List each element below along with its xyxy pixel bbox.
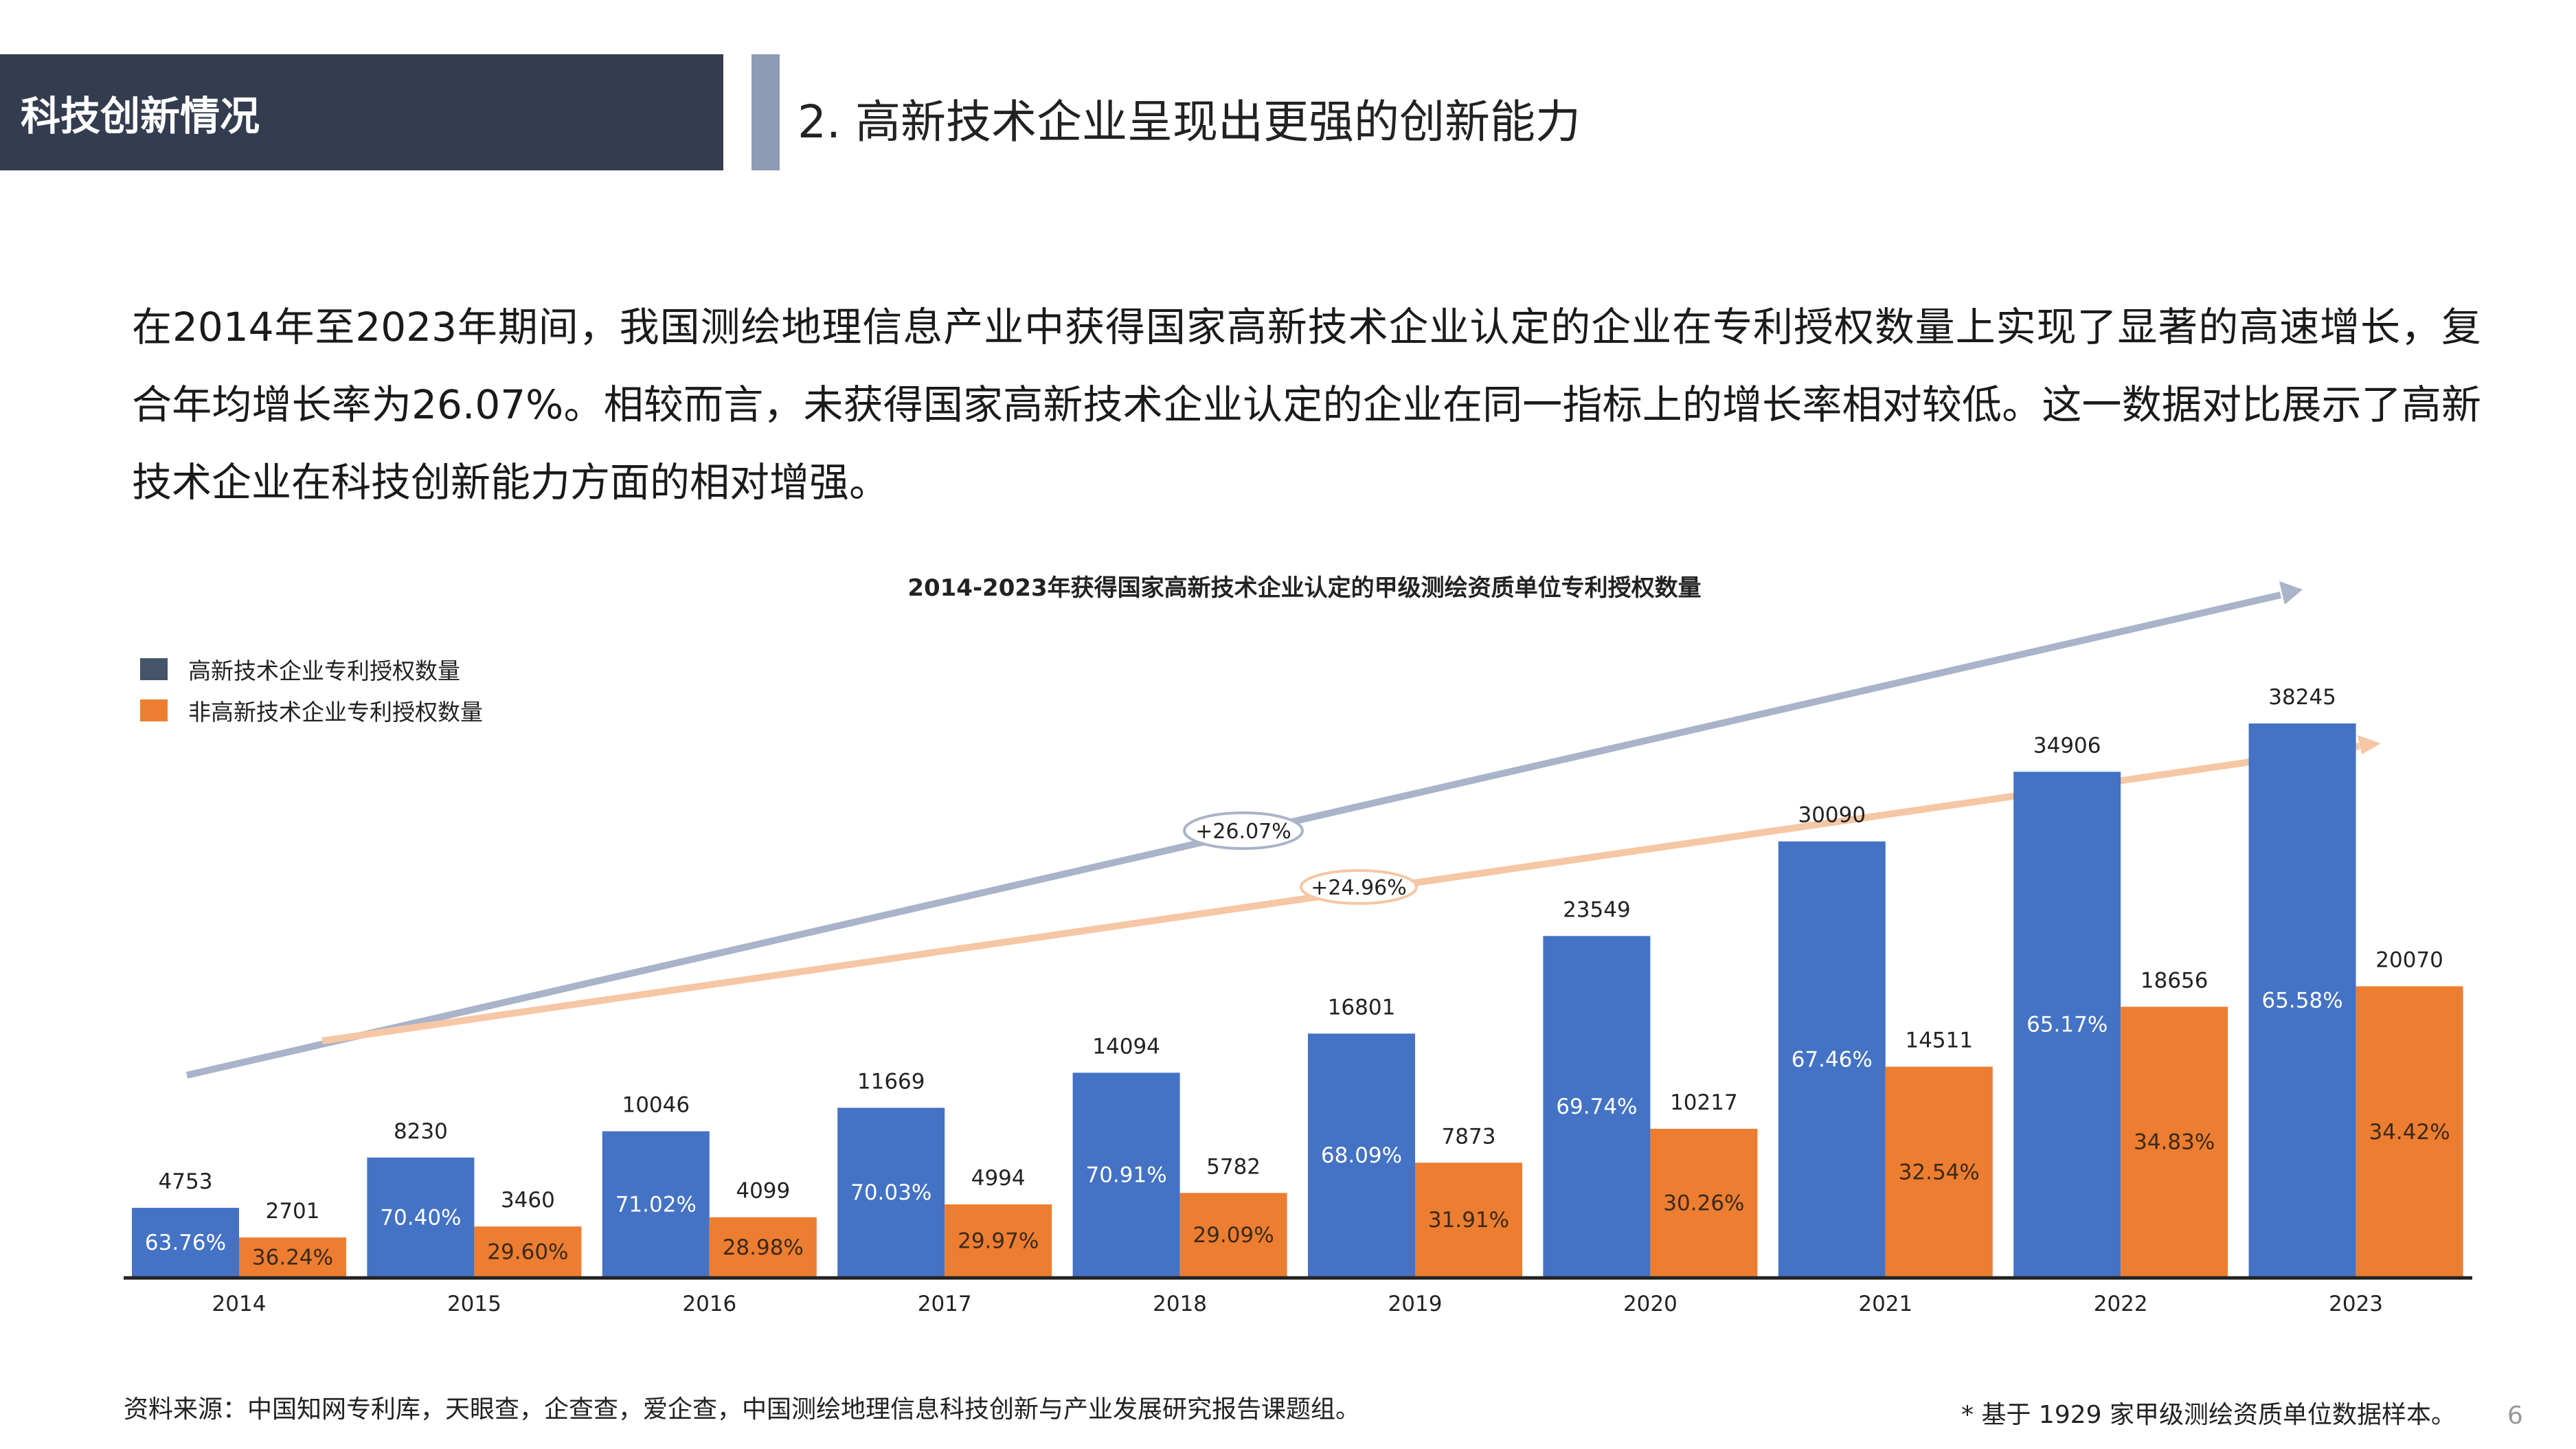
value-label: 10217	[1670, 1090, 1738, 1115]
bar-non-hightech	[2121, 1007, 2228, 1277]
annotation-bubble	[1300, 869, 1418, 905]
share-label: 68.09%	[1321, 1143, 1402, 1168]
annotation-bubble	[1183, 811, 1304, 850]
bar-hightech	[2248, 723, 2356, 1277]
value-label: 2701	[266, 1199, 320, 1224]
bar-non-hightech	[945, 1204, 1052, 1277]
value-label: 5782	[1206, 1154, 1261, 1179]
bar-hightech	[837, 1108, 945, 1277]
bar-non-hightech	[709, 1217, 817, 1277]
legend-label: 高新技术企业专利授权数量	[188, 658, 460, 684]
x-tick-label: 2023	[2329, 1292, 2383, 1316]
value-label: 34906	[2033, 733, 2101, 758]
share-label: 32.54%	[1899, 1160, 1980, 1184]
value-label: 23549	[1563, 897, 1631, 922]
bar-hightech	[1778, 841, 1886, 1277]
share-label: 34.83%	[2134, 1130, 2215, 1155]
bar-hightech	[602, 1131, 710, 1277]
value-label: 14094	[1092, 1034, 1160, 1059]
share-label: 29.09%	[1193, 1223, 1274, 1248]
chart-title: 2014-2023年获得国家高新技术企业认定的甲级测绘资质单位专利授权数量	[907, 574, 1702, 602]
value-label: 16801	[1328, 995, 1396, 1020]
cagr-label-non-hightech: +24.96%	[1311, 876, 1407, 900]
summary-paragraph: 在2014年至2023年期间，我国测绘地理信息产业中获得国家高新技术企业认定的企…	[132, 304, 2481, 506]
x-tick-label: 2016	[682, 1292, 736, 1316]
bar-non-hightech	[239, 1237, 346, 1277]
bar-non-hightech	[1885, 1066, 1993, 1277]
legend-label: 非高新技术企业专利授权数量	[188, 699, 483, 726]
value-label: 20070	[2375, 948, 2443, 973]
x-tick-label: 2015	[447, 1292, 501, 1316]
value-label: 3460	[501, 1188, 555, 1213]
value-label: 7873	[1442, 1124, 1496, 1149]
share-label: 28.98%	[723, 1235, 804, 1260]
share-label: 70.91%	[1085, 1163, 1166, 1188]
x-tick-label: 2014	[212, 1292, 267, 1316]
value-label: 18656	[2140, 968, 2208, 993]
share-label: 71.02%	[615, 1192, 697, 1217]
value-label: 8230	[394, 1119, 448, 1144]
bar-non-hightech	[474, 1226, 582, 1277]
arrowhead-icon	[2358, 735, 2381, 754]
share-label: 65.17%	[2026, 1013, 2108, 1037]
sample-note: * 基于 1929 家甲级测绘资质单位数据样本。	[1961, 1401, 2456, 1429]
x-tick-label: 2017	[918, 1292, 972, 1316]
bar-non-hightech	[1179, 1193, 1287, 1277]
section-title: 科技创新情况	[21, 92, 260, 139]
value-label: 38245	[2268, 685, 2336, 710]
share-label: 36.24%	[252, 1246, 333, 1270]
bar-hightech	[1308, 1033, 1415, 1277]
legend-item-non-hightech: 非高新技术企业专利授权数量	[140, 694, 483, 727]
share-label: 29.97%	[958, 1228, 1039, 1253]
value-label: 30090	[1798, 803, 1866, 828]
share-label: 69.74%	[1556, 1094, 1637, 1119]
share-label: 67.46%	[1792, 1047, 1873, 1072]
x-tick-label: 2021	[1858, 1292, 1912, 1316]
bar-hightech	[2013, 772, 2121, 1277]
page-number: 6	[2507, 1402, 2523, 1430]
source-note: 资料来源：中国知网专利库，天眼查，企查查，爱企查，中国测绘地理信息科技创新与产业…	[124, 1395, 1361, 1424]
value-label: 4994	[971, 1166, 1026, 1191]
value-label: 4099	[736, 1179, 790, 1204]
bar-non-hightech	[1650, 1128, 1758, 1277]
arrowhead-icon	[2279, 581, 2303, 605]
legend-swatch	[140, 699, 168, 721]
share-label: 30.26%	[1663, 1191, 1744, 1215]
share-label: 34.42%	[2369, 1120, 2450, 1145]
bar-hightech	[132, 1207, 239, 1277]
bar-non-hightech	[1415, 1162, 1522, 1277]
share-label: 29.60%	[487, 1240, 568, 1265]
title-accent-bar	[752, 54, 780, 170]
page-title: 2. 高新技术企业呈现出更强的创新能力	[798, 96, 1581, 148]
bar-hightech	[1543, 936, 1651, 1277]
legend-swatch	[140, 658, 168, 680]
cagr-label-hightech: +26.07%	[1195, 820, 1291, 844]
x-tick-label: 2022	[2094, 1292, 2148, 1316]
share-label: 63.76%	[145, 1231, 226, 1255]
section-header: 科技创新情况	[0, 54, 723, 170]
share-label: 31.91%	[1428, 1208, 1509, 1233]
value-label: 10046	[622, 1093, 690, 1118]
share-label: 65.58%	[2261, 989, 2342, 1013]
legend-item-hightech: 高新技术企业专利授权数量	[140, 653, 460, 686]
bar-hightech	[367, 1157, 475, 1277]
share-label: 70.03%	[850, 1180, 931, 1205]
bar-non-hightech	[2355, 986, 2463, 1277]
value-label: 4753	[159, 1169, 213, 1194]
bar-hightech	[1072, 1072, 1180, 1277]
x-tick-label: 2018	[1153, 1292, 1207, 1316]
share-label: 70.40%	[380, 1205, 461, 1230]
x-tick-label: 2020	[1623, 1292, 1677, 1316]
value-label: 11669	[857, 1069, 925, 1094]
x-tick-label: 2019	[1388, 1292, 1443, 1316]
value-label: 14511	[1905, 1029, 1973, 1053]
